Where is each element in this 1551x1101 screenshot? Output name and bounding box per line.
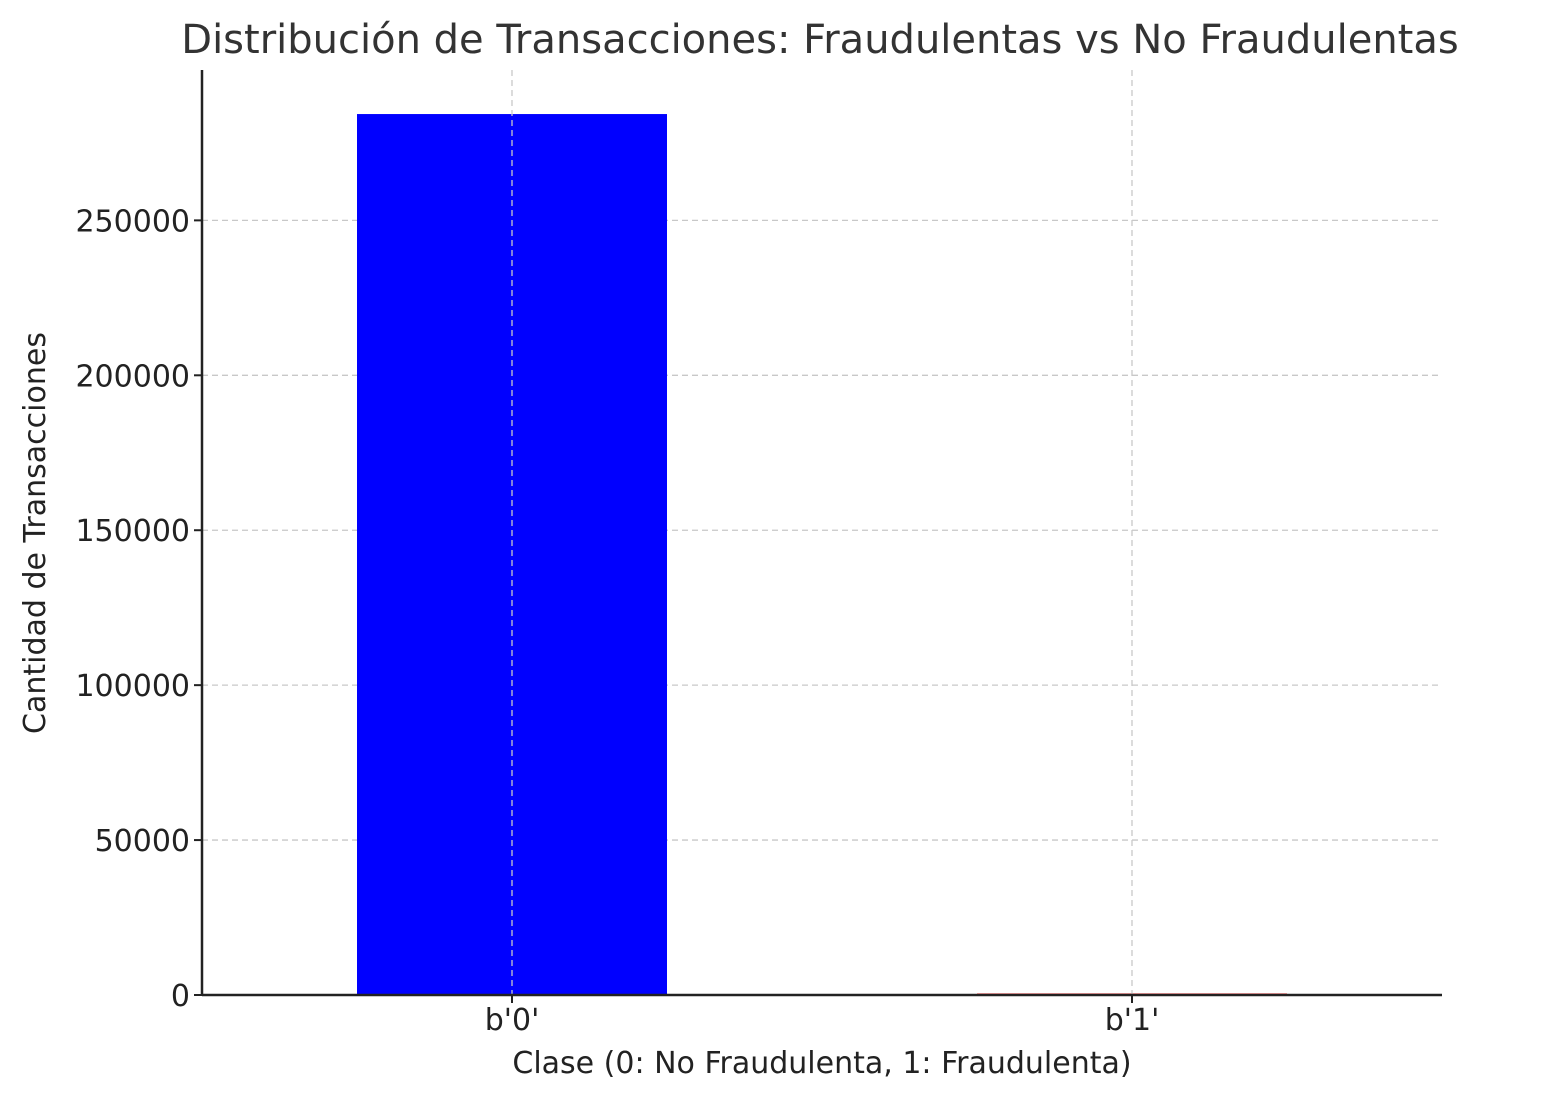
y-tick-label: 100000 [75, 669, 190, 704]
chart-title: Distribución de Transacciones: Fraudulen… [181, 17, 1458, 63]
x-axis-label: Clase (0: No Fraudulenta, 1: Fraudulenta… [512, 1046, 1131, 1081]
y-tick-label: 0 [171, 979, 190, 1014]
x-tick-label: b'0' [485, 1003, 540, 1038]
y-tick-label: 50000 [95, 824, 190, 859]
x-tick-label: b'1' [1105, 1003, 1160, 1038]
ticks: 0 50000 100000 150000 200000 250000 b'0' b'1' [75, 204, 1159, 1038]
y-axis-label: Cantidad de Transacciones [18, 332, 53, 734]
bars [357, 114, 1287, 996]
y-tick-label: 250000 [75, 204, 190, 239]
grid [202, 219, 1442, 841]
y-tick-label: 150000 [75, 514, 190, 549]
y-tick-label: 200000 [75, 359, 190, 394]
